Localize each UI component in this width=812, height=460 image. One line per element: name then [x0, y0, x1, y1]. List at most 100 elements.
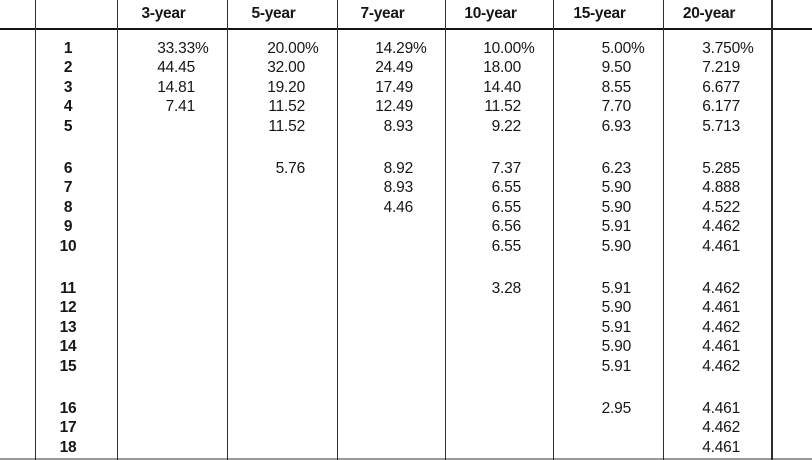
value-cell: 6.677 [663, 79, 772, 97]
value-number: 4.522 [702, 198, 740, 216]
table-vertical-line [662, 0, 664, 460]
value-number: 33.33 [157, 39, 195, 57]
value-cell: 3.28 [445, 280, 553, 298]
value-cell: 3.750% [663, 40, 772, 58]
value-cell: 7.41 [117, 98, 227, 116]
table-row: 17 4.462 [35, 419, 772, 439]
value-number: 2.95 [601, 399, 632, 417]
value-number: 18.00 [483, 59, 521, 77]
year-label: 12 [59, 299, 77, 317]
value-number: 32.00 [267, 59, 305, 77]
value-number: 4.462 [702, 218, 740, 236]
value-number: 5.90 [601, 237, 632, 255]
year-label: 17 [59, 419, 77, 437]
value-number: 5.90 [601, 198, 632, 216]
table-row: 9 6.56 5.91 4.462 [35, 218, 772, 238]
value-cell: 14.29% [337, 40, 445, 58]
value-cell: 5.91 [553, 358, 663, 376]
value-cell: 4.462 [663, 218, 772, 236]
year-label: 3 [63, 78, 73, 96]
value-cell: 6.55 [445, 199, 553, 217]
value-cell: 5.90 [553, 338, 663, 356]
percent-sign: % [305, 39, 319, 57]
year-label: 15 [59, 357, 77, 375]
value-number: 11.52 [268, 117, 305, 135]
value-cell: 4.46 [337, 199, 445, 217]
value-cell: 11.52 [227, 98, 337, 116]
table-vertical-line [336, 0, 338, 460]
column-header-7-year: 7-year [360, 5, 405, 22]
table-header-row: 3-year 5-year 7-year 10-year 15-year 20-… [35, 0, 772, 28]
column-header-5-year: 5-year [251, 5, 296, 22]
value-cell: 8.55 [553, 79, 663, 97]
value-number: 7.41 [165, 98, 196, 116]
table-row: 3 14.81 19.20 17.49 14.40 8.55 6.677 [35, 78, 772, 98]
table-row: 14 5.90 4.461 [35, 338, 772, 358]
value-cell: 18.00 [445, 59, 553, 77]
value-cell: 11.52 [227, 118, 337, 136]
value-number: 8.93 [383, 117, 414, 135]
value-number: 4.462 [702, 357, 740, 375]
value-cell: 5.76 [227, 160, 337, 178]
value-cell: 7.37 [445, 160, 553, 178]
table-row: 6 5.76 8.92 7.37 6.23 5.285 [35, 159, 772, 179]
value-cell: 14.40 [445, 79, 553, 97]
value-number: 7.37 [491, 159, 522, 177]
column-header-20-year: 20-year [682, 5, 736, 22]
table-row: 8 4.46 6.55 5.90 4.522 [35, 198, 772, 218]
value-cell: 4.522 [663, 199, 772, 217]
value-number: 14.40 [483, 78, 521, 96]
value-cell: 5.90 [553, 299, 663, 317]
value-number: 5.713 [702, 117, 740, 135]
year-label: 1 [63, 39, 73, 57]
year-label: 18 [59, 438, 77, 456]
table-vertical-line [226, 0, 228, 460]
value-number: 12.49 [375, 98, 413, 116]
header-separator-line [0, 28, 812, 30]
value-number: 6.93 [601, 117, 632, 135]
value-cell: 4.461 [663, 400, 772, 418]
value-number: 6.55 [491, 198, 522, 216]
value-cell: 8.92 [337, 160, 445, 178]
value-number: 20.00 [267, 39, 305, 57]
percent-sign: % [631, 39, 645, 57]
table-vertical-line [116, 0, 118, 460]
column-header-3-year: 3-year [141, 5, 186, 22]
table-row: 16 2.95 4.461 [35, 399, 772, 419]
value-cell: 5.91 [553, 280, 663, 298]
value-cell: 4.888 [663, 179, 772, 197]
value-cell: 4.462 [663, 358, 772, 376]
year-label: 10 [59, 237, 77, 255]
page-cut-edge [0, 457, 812, 460]
table-row: 15 5.91 4.462 [35, 357, 772, 377]
value-cell: 10.00% [445, 40, 553, 58]
value-cell: 20.00% [227, 40, 337, 58]
value-cell: 5.285 [663, 160, 772, 178]
value-number: 17.49 [375, 78, 413, 96]
table-row: 4 7.41 11.52 12.49 11.52 7.70 6.177 [35, 98, 772, 118]
year-label: 2 [63, 59, 73, 77]
value-number: 4.461 [702, 237, 740, 255]
value-cell: 14.81 [117, 79, 227, 97]
value-cell: 6.93 [553, 118, 663, 136]
table-row: 5 11.52 8.93 9.22 6.93 5.713 [35, 117, 772, 137]
table-row: 13 5.91 4.462 [35, 318, 772, 338]
value-cell: 5.91 [553, 319, 663, 337]
value-number: 4.461 [702, 299, 740, 317]
value-number: 5.90 [601, 338, 632, 356]
table-row: 2 44.45 32.00 24.49 18.00 9.50 7.219 [35, 59, 772, 79]
value-number: 4.888 [702, 179, 740, 197]
table-row: 1 33.33% 20.00% 14.29% 10.00% 5.00% 3.750% [35, 39, 772, 59]
percent-sign: % [195, 39, 209, 57]
group-spacer [35, 257, 772, 280]
value-cell: 7.70 [553, 98, 663, 116]
value-number: 4.462 [702, 279, 740, 297]
year-label: 4 [63, 98, 73, 116]
year-label: 5 [63, 117, 73, 135]
value-number: 14.29 [375, 39, 413, 57]
value-number: 19.20 [267, 78, 305, 96]
column-header-15-year: 15-year [573, 5, 626, 22]
value-cell: 24.49 [337, 59, 445, 77]
value-number: 5.285 [702, 159, 740, 177]
